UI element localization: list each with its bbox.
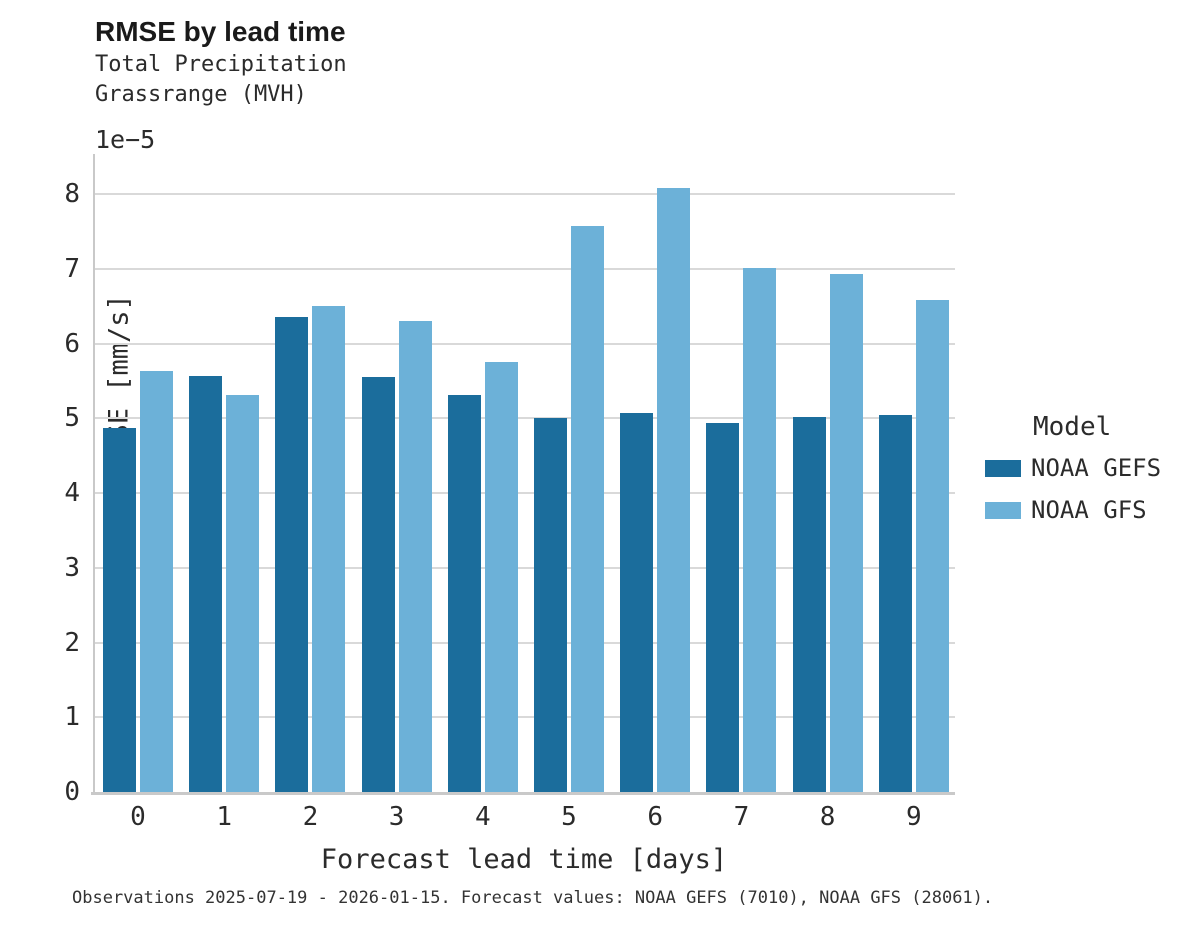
- chart-title: RMSE by lead time: [95, 16, 346, 47]
- x-tick-label-0: 0: [130, 802, 146, 832]
- bar-noaa-gfs-lead-0: [140, 370, 173, 792]
- bar-noaa-gefs-lead-1: [189, 375, 223, 792]
- legend-swatch-icon: [985, 501, 1021, 519]
- bar-noaa-gfs-lead-7: [743, 268, 777, 792]
- x-tick-label-6: 6: [647, 802, 664, 832]
- y-tick-label-3: 3: [64, 552, 80, 583]
- bar-noaa-gfs-lead-3: [398, 320, 432, 792]
- bar-group-lead-8: [792, 273, 863, 792]
- y-tick-label-4: 4: [64, 478, 80, 509]
- bar-group-lead-9: [878, 300, 949, 792]
- gridline-y2: [93, 641, 955, 644]
- y-tick-label-1: 1: [64, 702, 80, 733]
- y-tick-label-0: 0: [64, 777, 80, 807]
- legend-label: NOAA GEFS: [1031, 454, 1162, 482]
- x-tick-label-5: 5: [561, 802, 577, 832]
- legend-label: NOAA GFS: [1031, 496, 1147, 524]
- bar-group-lead-0: [103, 370, 173, 792]
- y-axis-offset-label: 1e−5: [95, 125, 156, 154]
- bar-group-lead-6: [620, 187, 691, 792]
- bar-group-lead-7: [706, 268, 777, 792]
- gridline-y7: [93, 268, 955, 271]
- x-tick-label-8: 8: [819, 802, 836, 832]
- bar-noaa-gfs-lead-8: [829, 273, 863, 792]
- legend-title: Model: [1033, 412, 1112, 442]
- gridline-y6: [93, 342, 955, 345]
- gridline-y3: [93, 566, 955, 569]
- gridline-y5: [93, 417, 955, 420]
- x-tick-label-7: 7: [733, 802, 750, 832]
- gridline-y8: [93, 193, 955, 196]
- x-tick-label-9: 9: [905, 802, 922, 832]
- bar-noaa-gfs-lead-6: [657, 187, 691, 792]
- bar-noaa-gefs-lead-8: [792, 416, 826, 792]
- y-tick-label-2: 2: [64, 627, 80, 658]
- bar-noaa-gefs-lead-3: [361, 376, 395, 792]
- x-tick-label-1: 1: [216, 802, 233, 832]
- legend: Model NOAA GEFS NOAA GFS: [985, 412, 1161, 538]
- y-axis-ticks: 0 1 2 3 4 5 6 7 8: [38, 154, 80, 805]
- bar-noaa-gefs-lead-6: [620, 412, 654, 792]
- x-tick-label-2: 2: [302, 802, 319, 832]
- x-tick-label-4: 4: [474, 802, 491, 832]
- x-axis-ticks: 0 1 2 3 4 5 6 7 8 9: [93, 802, 955, 832]
- x-axis-spine: [91, 792, 955, 795]
- legend-entries: NOAA GEFS NOAA GFS: [985, 454, 1161, 524]
- bar-noaa-gefs-lead-4: [447, 394, 481, 792]
- bar-group-lead-1: [189, 375, 260, 792]
- bar-noaa-gefs-lead-2: [275, 316, 309, 792]
- bar-noaa-gefs-lead-9: [878, 414, 912, 792]
- caption-text: Observations 2025-07-19 - 2026-01-15. Fo…: [72, 888, 994, 908]
- bar-noaa-gfs-lead-1: [226, 394, 260, 792]
- bar-noaa-gfs-lead-5: [571, 225, 604, 792]
- subtitle-station: Grassrange (MVH): [95, 82, 307, 107]
- chart-subtitle: Total Precipitation Grassrange (MVH): [95, 50, 347, 110]
- gridline-y4: [93, 492, 955, 495]
- y-tick-label-6: 6: [64, 328, 80, 359]
- bar-group-lead-5: [534, 225, 604, 792]
- y-tick-label-7: 7: [64, 254, 80, 285]
- bar-noaa-gefs-lead-7: [706, 422, 740, 792]
- bar-noaa-gefs-lead-5: [534, 418, 567, 792]
- bar-group-lead-3: [361, 320, 432, 792]
- plot-area: [91, 154, 955, 795]
- bar-group-lead-2: [275, 305, 346, 792]
- x-axis-label: Forecast lead time [days]: [320, 844, 728, 875]
- y-tick-label-5: 5: [64, 403, 80, 434]
- y-axis-spine: [93, 154, 95, 792]
- y-tick-label-8: 8: [64, 179, 80, 210]
- bar-noaa-gefs-lead-0: [103, 428, 136, 792]
- bar-noaa-gfs-lead-2: [312, 305, 346, 792]
- bar-noaa-gfs-lead-9: [915, 300, 949, 792]
- legend-swatch-icon: [985, 459, 1021, 477]
- bar-noaa-gfs-lead-4: [484, 361, 518, 792]
- legend-entry-noaa-gefs: NOAA GEFS: [985, 454, 1161, 482]
- x-tick-label-3: 3: [388, 802, 405, 832]
- gridline-y1: [93, 716, 955, 719]
- bar-group-lead-4: [447, 361, 518, 792]
- subtitle-variable: Total Precipitation: [95, 52, 347, 77]
- legend-entry-noaa-gfs: NOAA GFS: [985, 496, 1161, 524]
